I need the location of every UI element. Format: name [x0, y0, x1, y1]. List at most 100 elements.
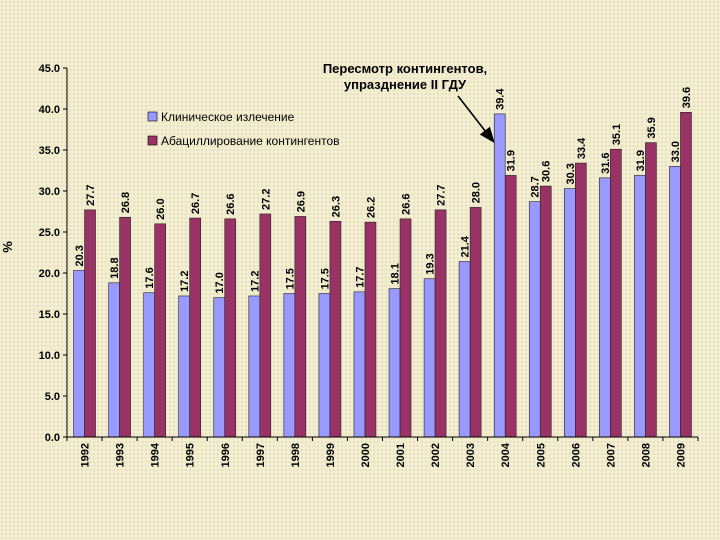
annotation-arrow — [457, 95, 495, 144]
bar-series-2 — [575, 162, 587, 438]
legend-label-series-1: Клиническое излечение — [161, 110, 295, 124]
data-label-series-2: 26.7 — [190, 193, 202, 214]
data-label-series-1: 39.4 — [495, 88, 507, 110]
data-label-series-2: 26.8 — [120, 192, 132, 213]
data-label-series-1: 33.0 — [670, 141, 682, 162]
data-label-series-2: 26.6 — [225, 193, 237, 214]
x-tick-label: 1994 — [150, 442, 162, 467]
bar-series-2 — [680, 111, 692, 438]
annotation: Пересмотр контингентов, упразднение II Г… — [323, 61, 495, 144]
data-label-series-2: 27.7 — [85, 184, 97, 205]
bar-series-2 — [645, 142, 657, 438]
x-tick-label: 2002 — [430, 443, 442, 467]
bar-series-1 — [283, 293, 296, 438]
data-label-series-1: 28.7 — [530, 176, 542, 197]
bar-series-2 — [434, 209, 447, 438]
data-label-series-2: 35.1 — [611, 124, 623, 145]
bar-series-2 — [610, 148, 622, 438]
y-tick-label: 10.0 — [39, 350, 60, 362]
bar-series-1 — [493, 113, 506, 438]
y-tick-label: 25.0 — [39, 227, 60, 239]
bar-series-1 — [108, 282, 120, 438]
data-label-series-2: 35.9 — [646, 117, 658, 138]
data-label-series-1: 17.5 — [319, 268, 331, 289]
bar-series-1 — [669, 166, 681, 438]
data-label-series-1: 18.1 — [390, 263, 402, 284]
data-label-series-2: 33.4 — [576, 137, 588, 159]
x-tick-label: 1997 — [255, 443, 267, 467]
y-tick-label: 20.0 — [39, 268, 60, 280]
data-label-series-1: 31.6 — [600, 152, 612, 173]
data-label-series-1: 30.3 — [565, 163, 577, 184]
x-tick-label: 2007 — [605, 443, 617, 467]
bar-series-2 — [119, 216, 131, 438]
bar-series-1 — [73, 270, 85, 438]
bar-series-2 — [154, 223, 166, 438]
y-tick-label: 45.0 — [39, 63, 60, 75]
bar-series-2 — [399, 218, 412, 438]
bar-series-1 — [458, 261, 471, 438]
x-tick-label: 1998 — [290, 443, 302, 467]
x-tick-label: 1993 — [115, 443, 127, 467]
x-tick-label: 2005 — [535, 443, 547, 467]
y-tick-label: 5.0 — [45, 391, 60, 403]
x-tick-label: 2004 — [500, 442, 512, 467]
bar-series-2 — [539, 185, 552, 438]
bar-series-1 — [178, 295, 190, 438]
data-label-series-2: 31.9 — [506, 150, 518, 171]
bar-series-1 — [318, 293, 331, 438]
bar-series-2 — [504, 175, 517, 438]
data-label-series-1: 31.9 — [635, 150, 647, 171]
x-tick-label: 2000 — [360, 443, 372, 467]
bar-series-1 — [528, 201, 541, 438]
data-label-series-1: 21.4 — [460, 235, 472, 257]
data-label-series-1: 17.2 — [179, 271, 191, 292]
data-label-series-2: 26.3 — [330, 196, 342, 217]
data-label-series-1: 17.2 — [249, 271, 261, 292]
y-tick-label: 0.0 — [45, 432, 60, 444]
x-tick-label: 2008 — [640, 443, 652, 467]
y-tick-label: 40.0 — [39, 104, 60, 116]
bar-series-2 — [189, 217, 201, 438]
legend: Клиническое излечение Абациллирование ко… — [147, 110, 340, 148]
data-label-series-2: 27.2 — [260, 189, 272, 210]
data-label-series-2: 27.7 — [436, 184, 448, 205]
x-tick-label: 2006 — [570, 443, 582, 467]
x-tick-label: 1999 — [325, 443, 337, 467]
bar-series-2 — [84, 209, 96, 438]
data-label-series-2: 28.0 — [471, 182, 483, 203]
bar-series-1 — [143, 292, 155, 438]
y-tick-label: 15.0 — [39, 309, 60, 321]
x-tick-label: 1996 — [220, 443, 232, 467]
data-label-series-2: 39.6 — [681, 87, 693, 108]
y-tick-label: 30.0 — [39, 186, 60, 198]
bar-series-1 — [248, 295, 261, 438]
x-tick-label: 1995 — [185, 443, 197, 467]
x-tick-label: 2001 — [395, 443, 407, 467]
bar-series-1 — [353, 291, 366, 438]
bar-series-1 — [423, 278, 436, 438]
data-label-series-1: 17.6 — [144, 267, 156, 288]
data-label-series-1: 17.0 — [214, 272, 226, 293]
bar-series-1 — [564, 188, 576, 438]
data-label-series-2: 30.6 — [541, 161, 553, 182]
x-tick-label: 2003 — [465, 443, 477, 467]
bar-series-2 — [364, 221, 377, 438]
data-label-series-2: 26.2 — [365, 197, 377, 218]
data-label-series-1: 17.7 — [354, 266, 366, 287]
annotation-line-2: упразднение II ГДУ — [344, 77, 467, 92]
bar-series-1 — [634, 175, 646, 438]
data-label-series-1: 18.8 — [109, 257, 121, 278]
legend-swatch-series-1 — [147, 111, 158, 122]
data-label-series-1: 20.3 — [74, 245, 86, 266]
bar-series-1 — [599, 177, 611, 438]
bar-series-1 — [213, 297, 226, 438]
x-tick-label: 1992 — [80, 443, 92, 467]
bar-series-2 — [469, 207, 482, 438]
data-label-series-2: 26.6 — [401, 193, 413, 214]
annotation-line-1: Пересмотр контингентов, — [323, 61, 487, 76]
x-tick-label: 2009 — [675, 443, 687, 467]
legend-label-series-2: Абациллирование контингентов — [161, 134, 340, 148]
data-label-series-2: 26.9 — [295, 191, 307, 212]
